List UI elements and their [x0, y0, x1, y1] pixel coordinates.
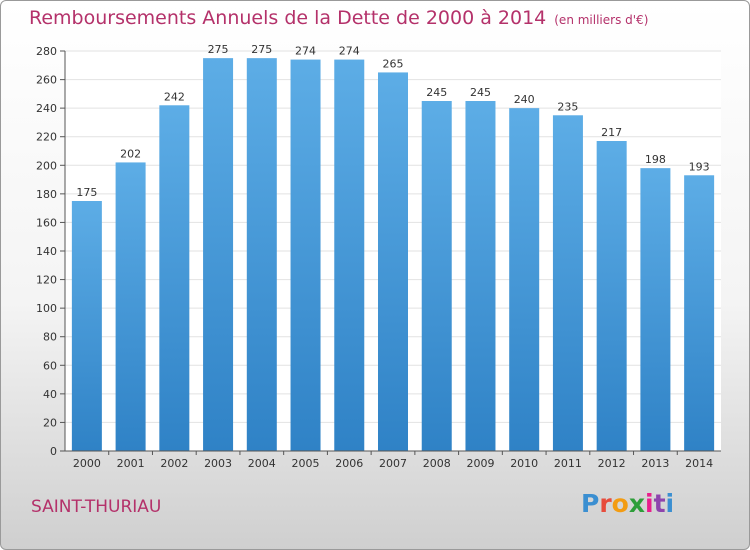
- bar-2010[interactable]: [509, 108, 540, 452]
- bar-2000[interactable]: [71, 201, 102, 451]
- axes: 0 20 40 60 80 100 120 140 160 180 200 220 240 260 280 2…: [36, 45, 721, 470]
- bar-value-label: 202: [120, 147, 141, 160]
- y-tick-label: 80: [43, 331, 57, 344]
- bar-2011[interactable]: [552, 115, 583, 452]
- x-tick-label: 2013: [641, 457, 669, 470]
- y-tick-label: 200: [36, 159, 57, 172]
- x-tick-label: 2004: [248, 457, 276, 470]
- y-tick-label: 160: [36, 216, 57, 229]
- y-tick-label: 280: [36, 45, 57, 58]
- y-tick-label: 100: [36, 302, 57, 315]
- bar-2003[interactable]: [203, 58, 234, 452]
- bar-2005[interactable]: [290, 59, 321, 451]
- y-tick-label: 240: [36, 102, 57, 115]
- x-tick-label: 2001: [117, 457, 145, 470]
- bar-value-label: 265: [383, 57, 404, 70]
- bar-value-label: 198: [645, 153, 666, 166]
- bar-2004[interactable]: [246, 58, 277, 452]
- y-tick-label: 120: [36, 274, 57, 287]
- bar-2014[interactable]: [684, 175, 715, 452]
- bars: 175 202 242 275 275 274 274 265 245 245 240 235 217 1…: [71, 43, 715, 452]
- y-tick-label: 220: [36, 131, 57, 144]
- bar-value-label: 242: [164, 90, 185, 103]
- x-tick-label: 2007: [379, 457, 407, 470]
- y-tick-label: 20: [43, 416, 57, 429]
- x-tick-label: 2000: [73, 457, 101, 470]
- bar-2009[interactable]: [465, 101, 496, 451]
- x-tick-label: 2009: [466, 457, 494, 470]
- title-text: Remboursements Annuels de la Dette de 20…: [29, 7, 547, 29]
- x-tick-label: 2006: [335, 457, 363, 470]
- y-tick-label: 140: [36, 245, 57, 258]
- bar-value-label: 275: [208, 43, 229, 56]
- bar-value-label: 217: [601, 126, 622, 139]
- y-tick-label: 40: [43, 388, 57, 401]
- x-tick-label: 2010: [510, 457, 538, 470]
- chart-title: Remboursements Annuels de la Dette de 20…: [29, 7, 648, 29]
- bar-2012[interactable]: [596, 141, 627, 451]
- bar-2006[interactable]: [334, 59, 365, 451]
- y-tick-label: 260: [36, 74, 57, 87]
- x-tick-label: 2002: [160, 457, 188, 470]
- bar-2013[interactable]: [640, 168, 671, 451]
- bar-2008[interactable]: [421, 101, 452, 451]
- bar-value-label: 274: [295, 45, 316, 58]
- y-tick-label: 60: [43, 359, 57, 372]
- x-tick-label: 2011: [554, 457, 582, 470]
- bar-value-label: 235: [557, 100, 578, 113]
- logo-text: Proxiti: [581, 489, 675, 518]
- y-tick-label: 180: [36, 188, 57, 201]
- unit-label: (en milliers d'€): [554, 13, 649, 27]
- bar-value-label: 240: [514, 93, 535, 106]
- bar-2001[interactable]: [115, 162, 146, 451]
- place-name: SAINT-THURIAU: [31, 497, 162, 517]
- x-tick-label: 2003: [204, 457, 232, 470]
- bar-value-label: 245: [426, 86, 447, 99]
- proxiti-logo[interactable]: Proxiti: [581, 489, 674, 518]
- x-tick-label: 2005: [292, 457, 320, 470]
- bar-value-label: 193: [689, 160, 710, 173]
- x-tick-label: 2008: [423, 457, 451, 470]
- bar-value-label: 175: [76, 186, 97, 199]
- bar-value-label: 245: [470, 86, 491, 99]
- bar-value-label: 274: [339, 45, 360, 58]
- y-tick-label: 0: [50, 445, 57, 458]
- bar-2002[interactable]: [159, 105, 190, 452]
- bar-2007[interactable]: [378, 72, 408, 451]
- x-tick-label: 2014: [685, 457, 713, 470]
- x-tick-label: 2012: [598, 457, 626, 470]
- bar-value-label: 275: [251, 43, 272, 56]
